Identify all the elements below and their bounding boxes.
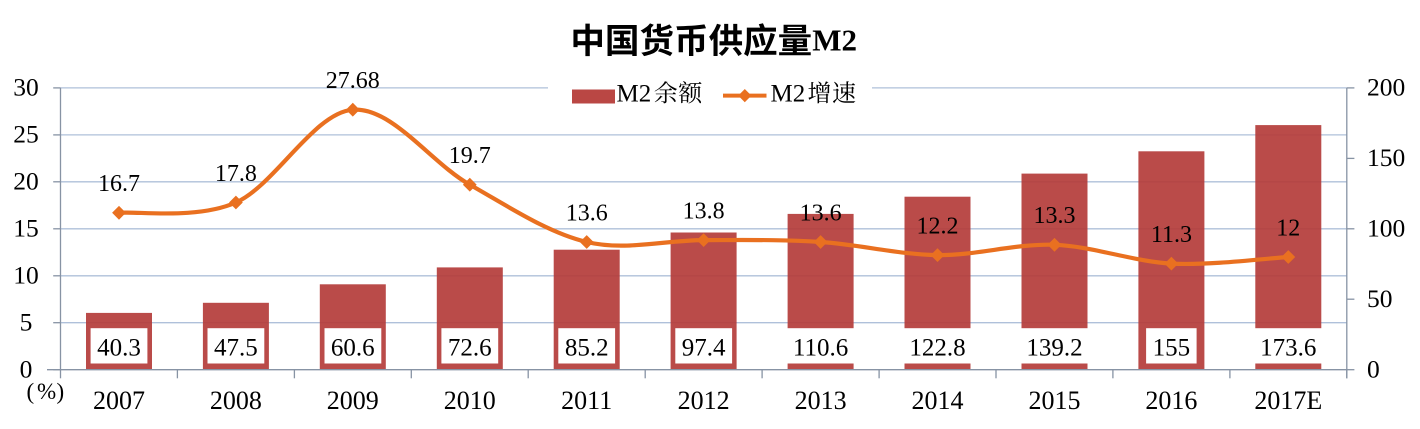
- svg-text:25: 25: [13, 120, 39, 149]
- svg-text:13.3: 13.3: [1034, 203, 1076, 229]
- svg-text:15: 15: [13, 214, 39, 243]
- svg-text:M2: M2: [617, 80, 652, 107]
- svg-text:M2: M2: [771, 80, 806, 107]
- svg-text:40.3: 40.3: [97, 335, 141, 362]
- svg-text:12.2: 12.2: [917, 213, 959, 239]
- svg-text:2007: 2007: [93, 386, 145, 415]
- svg-text:13.8: 13.8: [683, 198, 725, 224]
- svg-text:): ): [57, 379, 65, 404]
- svg-text:2017E: 2017E: [1254, 386, 1322, 415]
- svg-text:122.8: 122.8: [909, 335, 965, 362]
- svg-text:2014: 2014: [912, 386, 964, 415]
- svg-text:12: 12: [1276, 215, 1300, 241]
- svg-text:(: (: [27, 379, 35, 404]
- svg-text:17.8: 17.8: [215, 161, 257, 187]
- svg-text:0: 0: [20, 355, 33, 384]
- svg-text:30: 30: [13, 73, 39, 102]
- svg-text:2011: 2011: [561, 386, 612, 415]
- svg-text:20: 20: [13, 167, 39, 196]
- svg-text:11.3: 11.3: [1151, 222, 1192, 248]
- svg-text:60.6: 60.6: [331, 335, 375, 362]
- svg-text:155: 155: [1153, 335, 1191, 362]
- svg-text:2009: 2009: [327, 386, 379, 415]
- svg-text:2015: 2015: [1029, 386, 1081, 415]
- svg-text:2013: 2013: [795, 386, 847, 415]
- svg-text:2016: 2016: [1145, 386, 1197, 415]
- svg-text:110.6: 110.6: [793, 335, 848, 362]
- svg-text:200: 200: [1367, 73, 1405, 102]
- svg-text:2012: 2012: [678, 386, 730, 415]
- svg-text:27.68: 27.68: [326, 68, 380, 94]
- svg-text:0: 0: [1367, 355, 1380, 384]
- svg-text:173.6: 173.6: [1260, 335, 1316, 362]
- svg-text:19.7: 19.7: [449, 143, 491, 169]
- svg-text:13.6: 13.6: [566, 200, 608, 226]
- svg-text:85.2: 85.2: [565, 335, 609, 362]
- svg-text:5: 5: [20, 308, 33, 337]
- svg-text:2008: 2008: [210, 386, 262, 415]
- svg-text:M2: M2: [812, 23, 857, 58]
- svg-text:50: 50: [1367, 284, 1393, 313]
- svg-text:2010: 2010: [444, 386, 496, 415]
- svg-text:139.2: 139.2: [1026, 335, 1082, 362]
- svg-text:10: 10: [13, 261, 39, 290]
- svg-text:72.6: 72.6: [448, 335, 492, 362]
- svg-text:13.6: 13.6: [800, 200, 842, 226]
- svg-text:16.7: 16.7: [98, 171, 140, 197]
- svg-text:%: %: [37, 379, 56, 404]
- svg-text:150: 150: [1367, 143, 1405, 172]
- svg-text:47.5: 47.5: [214, 335, 258, 362]
- svg-text:100: 100: [1367, 214, 1405, 243]
- svg-text:97.4: 97.4: [682, 335, 726, 362]
